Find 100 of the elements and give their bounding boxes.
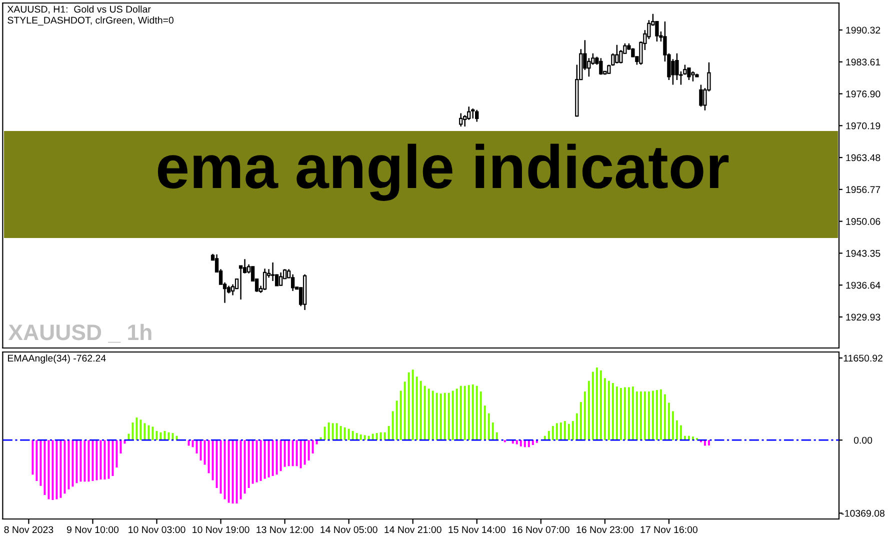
bar <box>592 372 594 440</box>
x-tick-label: 10 Nov 19:00 <box>192 526 250 534</box>
bar <box>280 440 282 472</box>
candlestick <box>278 272 283 286</box>
bar <box>224 440 226 500</box>
bar <box>324 426 326 440</box>
bar <box>172 433 174 440</box>
chart-title: EMAAngle(34) -762.24 <box>8 354 106 364</box>
bar <box>116 440 118 468</box>
annotation: XAUUSD _ 1h <box>8 324 152 343</box>
bar <box>372 434 374 440</box>
y-tick-label: 1983.61 <box>846 58 880 66</box>
bar <box>576 413 578 440</box>
bar <box>60 440 62 498</box>
bar <box>108 440 110 479</box>
bar <box>384 432 386 440</box>
bar <box>620 388 622 440</box>
candlestick <box>475 109 479 122</box>
bar <box>100 440 102 480</box>
bar <box>660 389 662 440</box>
bar <box>416 376 418 440</box>
y-tick-label: 1943.35 <box>846 250 880 257</box>
y-tick-label: 11650.92 <box>844 354 882 362</box>
bar <box>400 390 402 440</box>
candlestick <box>631 48 635 58</box>
bar <box>248 440 250 488</box>
candlestick <box>587 58 591 78</box>
bar <box>36 440 38 481</box>
bar <box>352 430 354 440</box>
bar <box>476 386 478 440</box>
bar <box>40 440 42 486</box>
bar <box>376 433 378 440</box>
text: STYLE_DASHDOT, clrGreen, Width=0 <box>8 16 174 26</box>
bar <box>636 391 638 440</box>
x-tick-label: 13 Nov 12:00 <box>256 526 314 534</box>
candlestick <box>691 70 695 82</box>
bar <box>456 388 458 440</box>
y-tick-label: 1950.06 <box>846 218 880 225</box>
y-tick-label: 1963.48 <box>846 154 880 162</box>
bar <box>364 435 366 440</box>
y-tick-label: 1956.77 <box>846 186 880 194</box>
bar <box>348 428 350 440</box>
bar <box>96 440 98 480</box>
bar <box>264 440 266 479</box>
bar <box>672 411 674 440</box>
bar <box>436 392 438 440</box>
bar <box>156 430 158 440</box>
bar <box>608 380 610 440</box>
bar <box>580 402 582 440</box>
x-tick-label: 9 Nov 10:00 <box>66 526 119 534</box>
y-tick-label: 0.00 <box>854 436 872 444</box>
candlestick <box>599 58 603 76</box>
bar <box>448 392 450 440</box>
bar <box>428 388 430 440</box>
bar <box>392 411 394 440</box>
bar <box>408 372 410 440</box>
bar <box>656 390 658 440</box>
bar <box>240 440 242 500</box>
bar <box>452 390 454 440</box>
bar <box>168 432 170 440</box>
bar <box>48 440 50 500</box>
bar <box>556 423 558 440</box>
bar <box>212 440 214 480</box>
bar <box>312 440 314 454</box>
bar <box>472 384 474 440</box>
candlestick <box>262 268 267 291</box>
bar <box>388 426 390 440</box>
bar <box>32 440 34 475</box>
bar <box>120 440 122 454</box>
candlestick <box>615 44 619 64</box>
bar <box>640 391 642 440</box>
bar <box>344 427 346 440</box>
bar <box>356 433 358 440</box>
bar <box>208 440 210 474</box>
bar <box>628 387 630 440</box>
bar <box>664 394 666 440</box>
bar <box>152 426 154 440</box>
bar <box>484 406 486 440</box>
bar <box>244 440 246 494</box>
bar <box>492 422 494 440</box>
bar <box>204 440 206 465</box>
bar <box>652 390 654 440</box>
bar <box>308 440 310 461</box>
bar <box>228 440 230 503</box>
bar <box>432 390 434 440</box>
bar <box>160 432 162 440</box>
bar <box>360 434 362 440</box>
bar <box>44 440 46 496</box>
bar <box>56 440 58 500</box>
bar <box>496 432 498 440</box>
bar <box>144 423 146 440</box>
bar <box>288 440 290 466</box>
x-tick-label: 15 Nov 14:00 <box>448 526 506 534</box>
bar <box>560 422 562 440</box>
bar <box>468 385 470 440</box>
bar <box>136 418 138 440</box>
x-tick-label: 16 Nov 23:00 <box>576 526 634 534</box>
x-tick-label: 16 Nov 07:00 <box>512 526 570 534</box>
bar <box>552 426 554 440</box>
candlestick <box>459 112 463 128</box>
